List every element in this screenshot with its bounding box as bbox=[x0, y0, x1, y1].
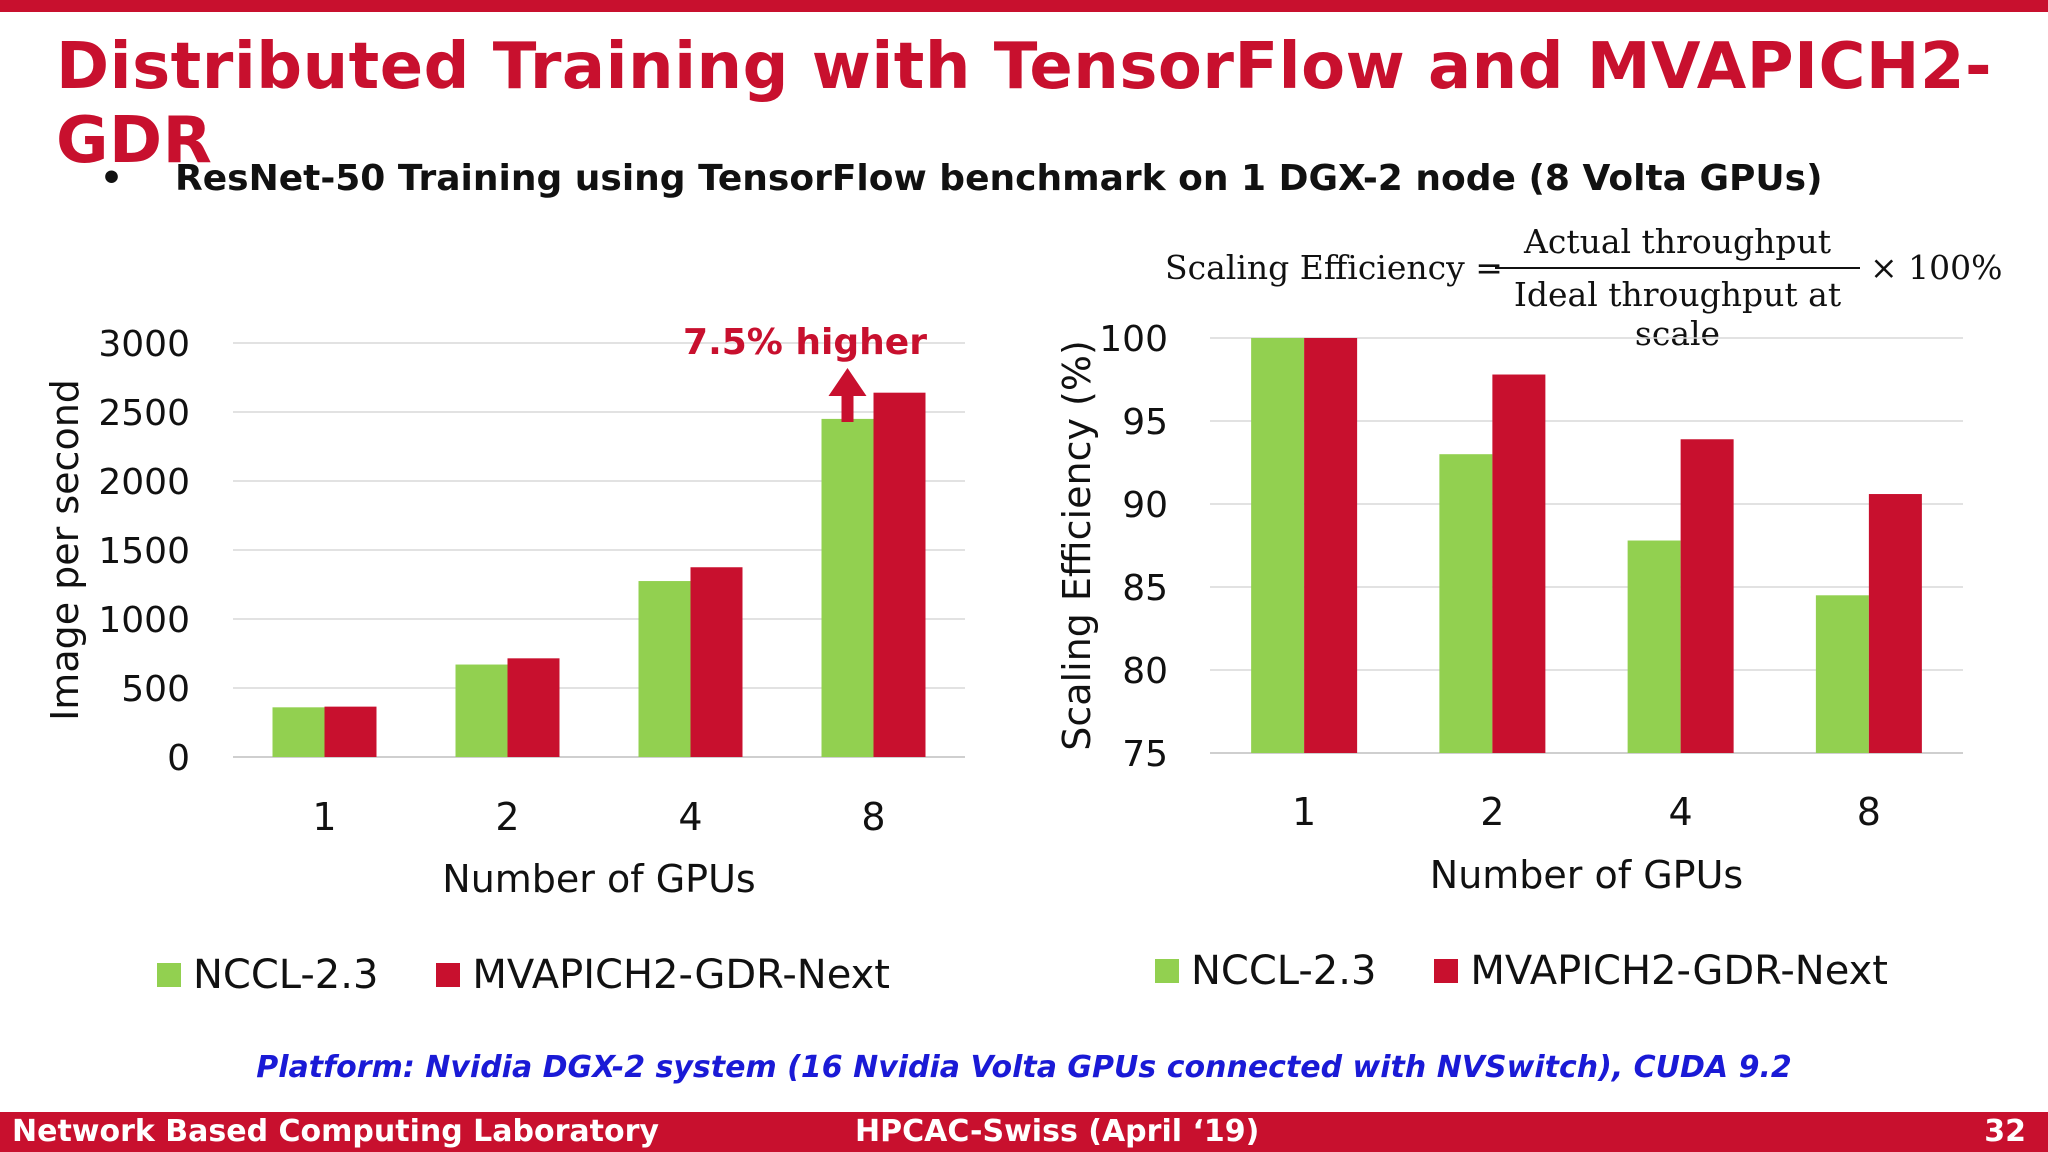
throughput-chart: 0 500 1000 1500 2000 2500 3000 1 2 4 8 Number of GP… bbox=[43, 322, 965, 901]
y-tick-label: 1500 bbox=[98, 531, 190, 572]
legend-item-mvapich: MVAPICH2-GDR-Next bbox=[1434, 948, 1888, 994]
x-tick-label: 2 bbox=[1480, 790, 1504, 834]
scaling-efficiency-chart: 75 80 85 90 95 100 1 2 4 8 Number of GPUs Scaling E… bbox=[1055, 319, 1963, 897]
bar-mvapich bbox=[690, 567, 743, 757]
footer-event: HPCAC-Swiss (April ‘19) bbox=[855, 1114, 1260, 1149]
scaling-efficiency-formula: Scaling Efficiency = Actual throughput I… bbox=[1165, 222, 2015, 353]
y-tick-label: 95 bbox=[1122, 402, 1168, 443]
bar-nccl bbox=[272, 707, 325, 757]
x-tick-label: 8 bbox=[861, 795, 885, 839]
bar-nccl bbox=[455, 664, 508, 757]
formula-denominator: Ideal throughput at scale bbox=[1513, 275, 1842, 353]
y-axis-label: Image per second bbox=[43, 379, 87, 721]
bar-mvapich bbox=[873, 392, 926, 757]
x-tick-label: 1 bbox=[312, 795, 336, 839]
y-tick-label: 85 bbox=[1122, 568, 1168, 609]
x-axis-label: Number of GPUs bbox=[442, 857, 755, 901]
throughput-legend: NCCL-2.3 MVAPICH2-GDR-Next bbox=[157, 952, 948, 998]
bar-mvapich bbox=[507, 658, 560, 757]
x-tick-label: 8 bbox=[1857, 790, 1881, 834]
footer-lab-name: Network Based Computing Laboratory bbox=[12, 1114, 659, 1149]
bar-nccl bbox=[821, 418, 874, 757]
legend-swatch-nccl bbox=[1155, 959, 1179, 983]
legend-label-nccl: NCCL-2.3 bbox=[193, 952, 379, 998]
x-tick-label: 4 bbox=[1669, 790, 1693, 834]
legend-swatch-mvapich bbox=[1434, 959, 1459, 983]
legend-swatch-nccl bbox=[157, 963, 181, 987]
y-axis-label: Scaling Efficiency (%) bbox=[1055, 340, 1099, 751]
annotation-arrow bbox=[828, 368, 867, 422]
x-tick-label: 1 bbox=[1292, 790, 1316, 834]
bar-nccl bbox=[1439, 454, 1493, 753]
bar-mvapich bbox=[1680, 439, 1734, 753]
slide-title: Distributed Training with TensorFlow and… bbox=[56, 30, 1993, 178]
legend-item-mvapich: MVAPICH2-GDR-Next bbox=[436, 952, 890, 998]
bar-nccl bbox=[1815, 595, 1869, 753]
legend-label-mvapich: MVAPICH2-GDR-Next bbox=[1470, 948, 1888, 994]
bar-nccl bbox=[638, 581, 691, 757]
platform-note: Platform: Nvidia DGX-2 system (16 Nvidia… bbox=[256, 1050, 1792, 1085]
legend-label-mvapich: MVAPICH2-GDR-Next bbox=[472, 952, 890, 998]
formula-rhs: × 100% bbox=[1870, 248, 2003, 287]
y-tick-label: 1000 bbox=[98, 600, 190, 641]
y-tick-label: 2000 bbox=[98, 462, 190, 503]
scaling-efficiency-legend: NCCL-2.3 MVAPICH2-GDR-Next bbox=[1155, 948, 1946, 994]
y-tick-label: 90 bbox=[1122, 485, 1168, 526]
legend-swatch-mvapich bbox=[436, 963, 461, 987]
formula-lhs: Scaling Efficiency = bbox=[1165, 248, 1503, 287]
y-tick-label: 2500 bbox=[98, 393, 190, 434]
legend-item-nccl: NCCL-2.3 bbox=[157, 952, 378, 998]
x-tick-label: 4 bbox=[678, 795, 702, 839]
bar-mvapich bbox=[1868, 494, 1922, 753]
bar-mvapich bbox=[1304, 338, 1358, 753]
y-tick-label: 80 bbox=[1122, 651, 1168, 692]
legend-item-nccl: NCCL-2.3 bbox=[1155, 948, 1376, 994]
y-tick-label: 0 bbox=[167, 738, 190, 779]
footer-bar: Network Based Computing Laboratory HPCAC… bbox=[0, 1112, 2048, 1152]
bar-mvapich bbox=[1492, 374, 1546, 753]
y-tick-label: 100 bbox=[1099, 319, 1168, 360]
x-tick-label: 2 bbox=[495, 795, 519, 839]
footer-page-number: 32 bbox=[1984, 1114, 2026, 1149]
formula-numerator: Actual throughput bbox=[1524, 222, 1831, 261]
bar-nccl bbox=[1251, 338, 1305, 753]
bar-mvapich bbox=[324, 706, 377, 757]
annotation-label: 7.5% higher bbox=[683, 322, 927, 363]
bar-nccl bbox=[1627, 540, 1681, 753]
y-tick-label: 3000 bbox=[98, 324, 190, 365]
x-axis-label: Number of GPUs bbox=[1430, 853, 1743, 897]
bullet-text: ResNet-50 Training using TensorFlow benc… bbox=[175, 158, 1823, 199]
bullet-symbol: • bbox=[100, 158, 124, 199]
legend-label-nccl: NCCL-2.3 bbox=[1191, 948, 1377, 994]
formula-fraction: Actual throughput Ideal throughput at sc… bbox=[1495, 222, 1860, 353]
y-tick-label: 500 bbox=[121, 669, 190, 710]
top-accent-bar bbox=[0, 0, 2048, 12]
y-tick-label: 75 bbox=[1122, 734, 1168, 775]
formula-fraction-bar bbox=[1495, 267, 1860, 269]
